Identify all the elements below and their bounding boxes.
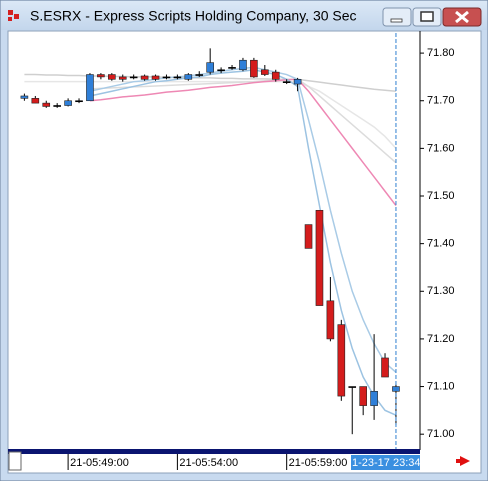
- candle-body: [261, 69, 269, 75]
- x-tick-label: 21-05:54:00: [179, 457, 238, 469]
- candle-body: [315, 209, 324, 306]
- candle-body: [108, 74, 116, 80]
- moving-average-line: [89, 78, 397, 164]
- candle-body: [206, 62, 214, 73]
- window-title: S.ESRX - Express Scripts Holding Company…: [30, 8, 357, 24]
- maximize-icon: [420, 11, 434, 22]
- candle-body: [129, 76, 138, 79]
- app-icon: [8, 10, 19, 21]
- candle-body: [173, 76, 182, 79]
- minimize-icon: [390, 18, 403, 23]
- candle-body: [53, 105, 61, 107]
- minimize-button[interactable]: [382, 7, 412, 27]
- candle-body: [184, 74, 193, 80]
- candle-body: [337, 324, 346, 397]
- candle-body: [370, 391, 378, 406]
- candle-body: [118, 76, 127, 80]
- candle-body: [250, 59, 258, 78]
- candle-body: [228, 67, 236, 69]
- candle-body: [151, 75, 160, 80]
- y-tick-label: 71.40: [427, 238, 455, 250]
- candle-body: [31, 98, 40, 104]
- scroll-handle[interactable]: [8, 451, 22, 471]
- y-tick-label: 71.70: [427, 95, 455, 107]
- x-tick-label: 21-05:59:00: [289, 457, 348, 469]
- candle-body: [293, 79, 302, 85]
- candle-body: [217, 69, 225, 72]
- close-icon: [455, 10, 469, 24]
- scroll-bar[interactable]: [8, 449, 420, 454]
- moving-average-line: [89, 69, 397, 416]
- moving-average-line: [89, 78, 397, 206]
- x-tick-label: 21-05:49:00: [70, 457, 129, 469]
- candle-body: [326, 300, 335, 340]
- candle-body: [140, 75, 149, 80]
- y-tick-label: 71.00: [427, 428, 455, 440]
- candle-body: [282, 81, 291, 83]
- chart-panel: [7, 30, 482, 474]
- candle-body: [20, 95, 29, 99]
- scroll-right-arrow[interactable]: [456, 456, 470, 466]
- candle-body: [359, 386, 367, 406]
- candle-body: [239, 59, 247, 71]
- candle-body: [75, 100, 83, 103]
- candle-body: [162, 76, 171, 79]
- candle-body: [271, 71, 280, 80]
- cursor-label: 1-23-17 23:34:00: [352, 457, 436, 469]
- y-tick-label: 71.30: [427, 285, 455, 297]
- candle-body: [304, 224, 313, 249]
- y-tick-label: 71.20: [427, 333, 455, 345]
- candle-body: [381, 357, 389, 378]
- y-tick-label: 71.60: [427, 142, 455, 154]
- candle-body: [195, 74, 204, 76]
- y-tick-label: 71.80: [427, 47, 455, 59]
- candle-body: [86, 74, 94, 102]
- y-tick-label: 71.50: [427, 190, 455, 202]
- cursor-label-bg: [351, 455, 420, 470]
- candle-body: [64, 100, 72, 106]
- candle-body: [97, 74, 105, 78]
- candle-body: [42, 102, 51, 107]
- candle-body: [348, 386, 357, 388]
- y-tick-label: 71.10: [427, 380, 455, 392]
